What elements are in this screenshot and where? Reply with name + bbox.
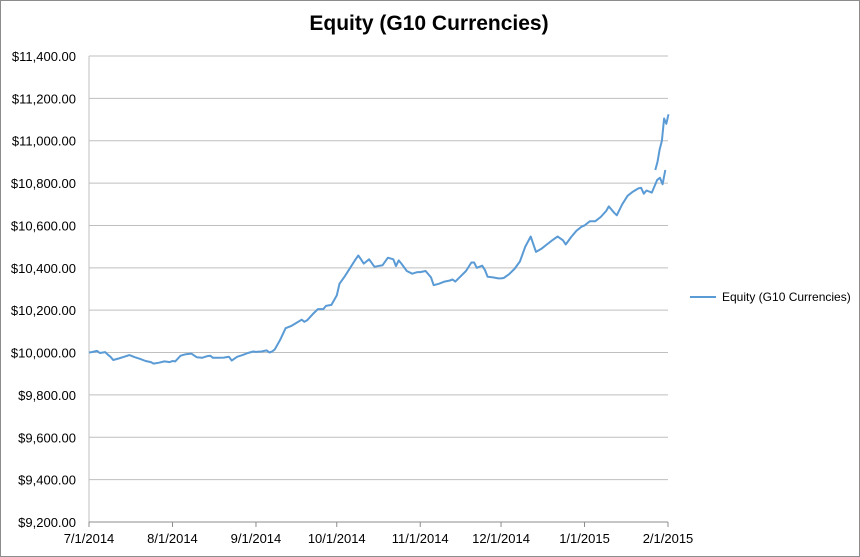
x-tick-label: 9/1/2014 <box>231 531 282 546</box>
y-tick-label: $9,200.00 <box>18 515 76 530</box>
legend: Equity (G10 Currencies) <box>690 290 851 304</box>
x-tick-label: 12/1/2014 <box>472 531 530 546</box>
y-tick-label: $9,800.00 <box>18 388 76 403</box>
x-axis-ticks: 7/1/2014 8/1/2014 9/1/2014 10/1/2014 11/1/20… <box>64 522 694 546</box>
chart-title: Equity (G10 Currencies) <box>309 12 549 35</box>
series-group <box>88 114 670 365</box>
y-tick-label: $11,200.00 <box>12 91 76 106</box>
y-tick-label: $9,400.00 <box>18 473 76 488</box>
y-tick-label: $11,400.00 <box>12 49 76 64</box>
legend-label: Equity (G10 Currencies) <box>722 290 851 304</box>
x-tick-label: 7/1/2014 <box>64 531 115 546</box>
y-tick-label: $9,600.00 <box>18 430 76 445</box>
gridlines <box>89 55 668 481</box>
series-line-tail <box>654 114 670 171</box>
y-tick-label: $11,000.00 <box>12 134 76 149</box>
legend-swatch <box>690 296 716 298</box>
y-tick-label: $10,800.00 <box>11 176 76 191</box>
series-line <box>88 169 667 365</box>
y-tick-label: $10,200.00 <box>11 303 76 318</box>
y-tick-label: $10,400.00 <box>11 261 76 276</box>
x-tick-label: 1/1/2015 <box>559 531 610 546</box>
x-tick-label: 8/1/2014 <box>147 531 198 546</box>
y-axis-ticks: $9,200.00 $9,400.00 $9,600.00 $9,800.00 $10,… <box>11 49 76 530</box>
axes <box>88 56 668 523</box>
y-tick-label: $10,600.00 <box>11 218 76 233</box>
x-tick-label: 2/1/2015 <box>643 531 694 546</box>
x-tick-label: 10/1/2014 <box>308 531 366 546</box>
y-tick-label: $10,000.00 <box>11 346 76 361</box>
x-tick-label: 11/1/2014 <box>392 531 449 546</box>
